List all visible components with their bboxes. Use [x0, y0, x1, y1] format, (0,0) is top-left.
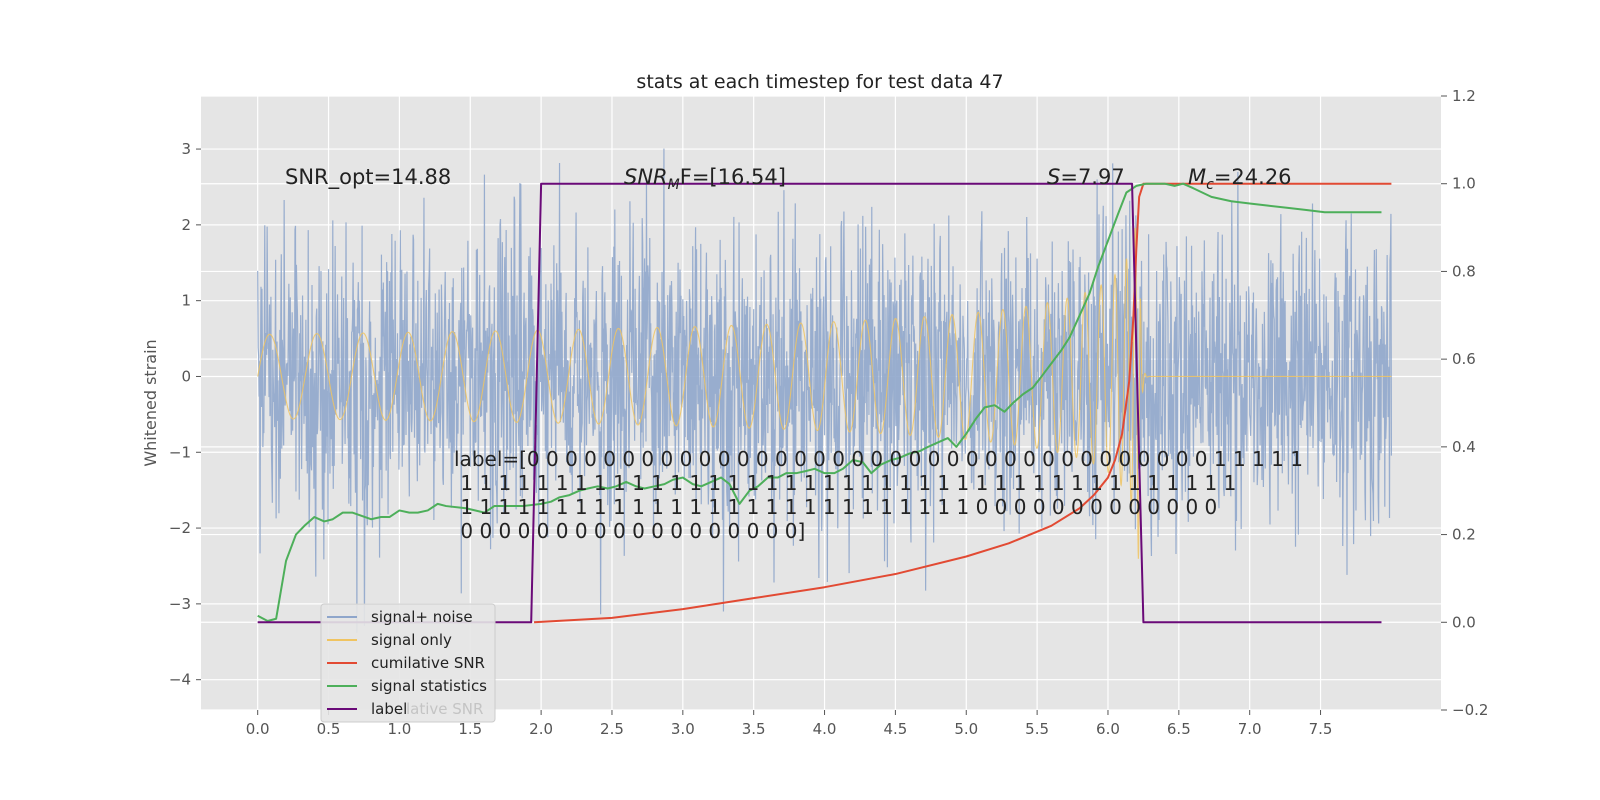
y-tick-label-7: −4: [169, 671, 191, 689]
mc-annotation: Mc=24.26: [1188, 165, 1292, 193]
x-tick-label-6: 3.0: [671, 720, 695, 738]
snr-opt-annotation: SNR_opt=14.88: [285, 165, 451, 190]
s-prefix: S: [1047, 165, 1060, 189]
x-tick-label-9: 4.5: [883, 720, 907, 738]
mc-sub: c: [1206, 177, 1214, 193]
y-tick-label-5: −2: [169, 519, 191, 537]
s-annotation: S=7.97: [1047, 165, 1125, 189]
y-tick-label-3: 0: [181, 367, 191, 385]
x-tick-label-5: 2.5: [600, 720, 624, 738]
y-tick-label-6: −3: [169, 595, 191, 613]
signal-only-line: [257, 227, 1392, 559]
x-tick-label-11: 5.5: [1025, 720, 1049, 738]
y2-tick-label-0: 1.2: [1452, 87, 1476, 105]
x-tick-label-8: 4.0: [813, 720, 837, 738]
y-axis-label: Whitened strain: [141, 339, 160, 466]
y2-tick-label-1: 1.0: [1452, 175, 1476, 193]
x-tick-label-2: 1.0: [387, 720, 411, 738]
x-tick-label-15: 7.5: [1309, 720, 1333, 738]
snr-mf-prefix: SNR: [624, 165, 668, 189]
label-array-line-4: 0 0 0 0 0 0 0 0 0 0 0 0 0 0 0 0 0 0]: [454, 519, 805, 543]
annotations: SNR_opt=14.88 SNRMF=[16.54] S=7.97 Mc=24…: [285, 165, 1303, 543]
y-tick-label-2: 1: [181, 292, 191, 310]
y2-tick-label-6: 0.0: [1452, 613, 1476, 631]
legend-box: [320, 603, 496, 723]
y2-tick-label-3: 0.6: [1452, 350, 1476, 368]
x-tick-label-14: 7.0: [1238, 720, 1262, 738]
y2-axis-ticks: 1.2 1.0 0.8 0.6 0.4 0.2 0.0 −0.2: [1441, 87, 1488, 719]
legend-label-3: signal statistics: [371, 677, 487, 695]
s-rest: =7.97: [1060, 165, 1124, 189]
snr-mf-annotation: SNRMF=[16.54]: [624, 165, 786, 193]
y2-tick-label-2: 0.8: [1452, 262, 1476, 280]
legend: lative SNR signal+ noise signal only cumil…: [320, 603, 496, 723]
x-tick-label-12: 6.0: [1096, 720, 1120, 738]
y2-tick-label-4: 0.4: [1452, 438, 1476, 456]
snr-mf-sub: M: [668, 177, 680, 193]
x-tick-label-3: 1.5: [458, 720, 482, 738]
y2-tick-label-5: 0.2: [1452, 526, 1476, 544]
x-tick-label-10: 5.0: [954, 720, 978, 738]
legend-ghost-text: lative SNR: [406, 700, 483, 718]
label-array-line-3: 1 1 1 1 1 1 1 1 1 1 1 1 1 1 1 1 1 1 1 1 …: [454, 495, 1217, 519]
signal-noise-series: [257, 148, 1392, 633]
x-tick-label-13: 6.5: [1167, 720, 1191, 738]
signal-only-series: [257, 227, 1392, 559]
y-tick-label-4: −1: [169, 443, 191, 461]
mc-prefix: M: [1188, 165, 1206, 189]
x-axis-ticks: 0.0 0.5 1.0 1.5 2.0 2.5 3.0 3.5 4.0 4.5 5.0 5.5 6.0 6…: [246, 710, 1333, 738]
x-tick-label-7: 3.5: [742, 720, 766, 738]
legend-label-1: signal only: [371, 631, 452, 649]
x-tick-label-1: 0.5: [317, 720, 341, 738]
y-axis-ticks: 3 2 1 0 −1 −2 −3 −4: [169, 140, 201, 689]
label-array-line-2: 1 1 1 1 1 1 1 1 1 1 1 1 1 1 1 1 1 1 1 1 …: [454, 471, 1236, 495]
y-tick-label-0: 3: [181, 140, 191, 158]
y2-tick-label-7: −0.2: [1452, 701, 1488, 719]
x-tick-label-0: 0.0: [246, 720, 270, 738]
legend-label-0: signal+ noise: [371, 608, 473, 626]
y-tick-label-1: 2: [181, 216, 191, 234]
label-array-line-1: label=[0 0 0 0 0 0 0 0 0 0 0 0 0 0 0 0 0…: [454, 447, 1303, 471]
chart-title: stats at each timestep for test data 47: [636, 71, 1003, 93]
mc-rest: =24.26: [1214, 165, 1292, 189]
legend-label-2: cumilative SNR: [371, 654, 485, 672]
signal-noise-line: [257, 148, 1392, 633]
x-tick-label-4: 2.0: [529, 720, 553, 738]
legend-label-4: label: [371, 700, 407, 718]
snr-mf-rest: F=[16.54]: [680, 165, 786, 189]
